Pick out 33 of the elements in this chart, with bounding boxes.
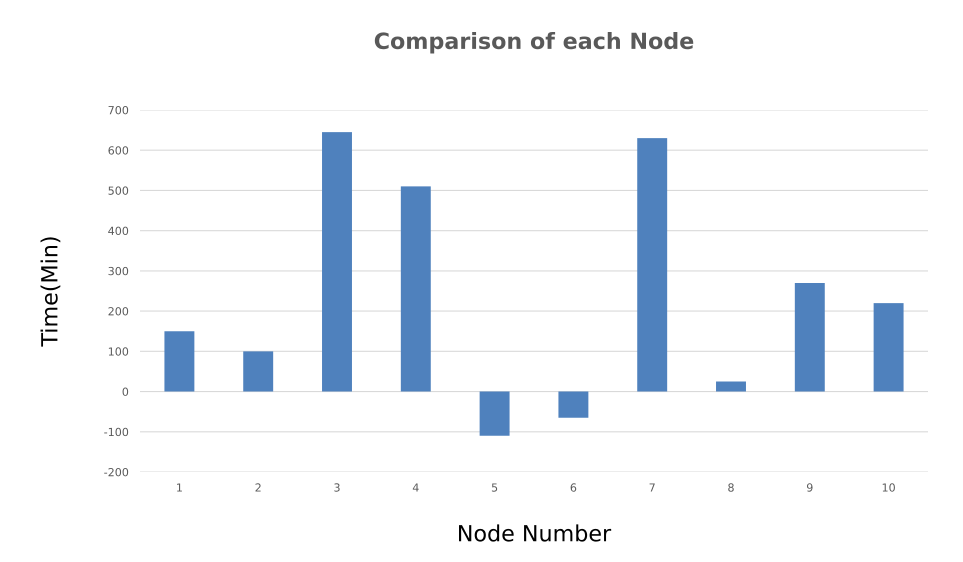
bar (558, 392, 588, 418)
bar (794, 282, 825, 392)
y-tick-label: 600 (108, 146, 128, 155)
x-tick-label: 5 (492, 483, 498, 492)
x-tick-label: 3 (334, 483, 340, 492)
y-axis-title: Time(Min) (40, 237, 60, 347)
x-tick-label: 7 (650, 483, 655, 492)
x-tick-label: 10 (882, 483, 895, 492)
bar (480, 392, 510, 436)
y-tick-label: 300 (108, 266, 128, 276)
bar (164, 331, 194, 392)
y-tick-label: 500 (108, 186, 128, 195)
y-tick-label: 100 (108, 347, 128, 356)
bar (716, 382, 746, 392)
y-tick-label: 200 (108, 307, 128, 316)
x-tick-label: 8 (728, 483, 734, 492)
bar (322, 132, 352, 392)
x-tick-label: 2 (255, 483, 261, 492)
y-tick-label: 700 (108, 106, 128, 114)
bar (637, 138, 668, 392)
bar (243, 351, 274, 392)
x-tick-label: 1 (177, 483, 182, 492)
y-tick-label: 0 (122, 388, 128, 396)
bar (874, 303, 904, 392)
y-tick-label: -200 (104, 468, 128, 476)
x-axis-title: Node Number (459, 524, 612, 542)
x-tick-label: 4 (412, 483, 419, 492)
x-tick-label: 6 (570, 483, 576, 492)
chart-title: Comparison of each Node (374, 32, 694, 54)
x-tick-label: 9 (806, 483, 813, 492)
y-tick-label: 400 (108, 226, 128, 236)
bar (400, 186, 431, 392)
y-tick-label: -100 (104, 428, 128, 436)
